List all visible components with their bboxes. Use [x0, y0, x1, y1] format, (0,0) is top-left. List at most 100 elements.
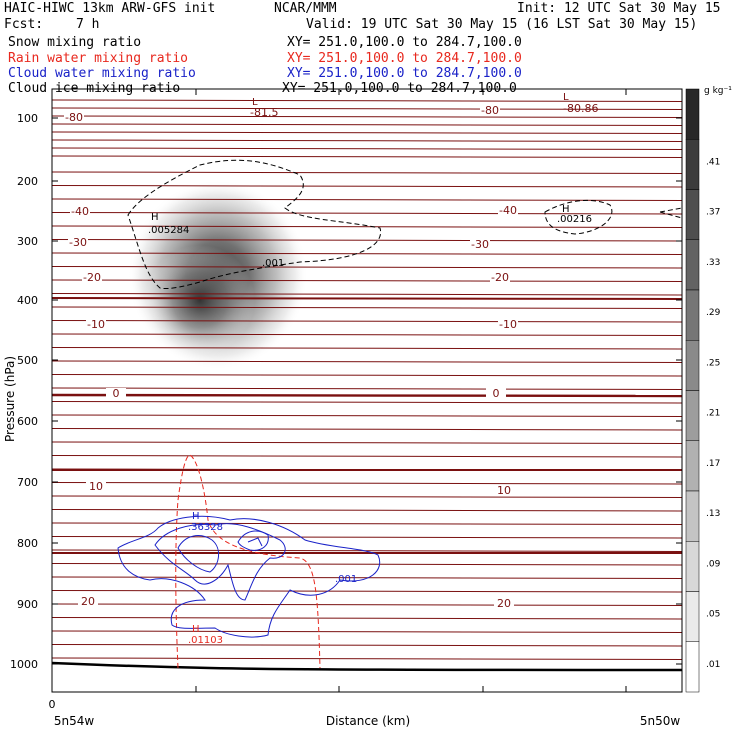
temp-contour-line — [52, 107, 682, 110]
colorbar-label: .01 — [706, 660, 720, 670]
temp-contour-line — [52, 99, 682, 102]
temp-contour-line — [52, 306, 682, 309]
temp-contour-label: 20 — [497, 597, 511, 610]
temp-contour-line — [52, 212, 682, 215]
colorbar-swatch — [685, 189, 700, 240]
forecast-hours: 7 h — [76, 17, 100, 32]
y-tick-label: 200 — [17, 175, 38, 188]
y-axis-title: Pressure (hPa) — [3, 356, 17, 442]
y-tick-label: 400 — [17, 294, 38, 307]
temp-low-value-right: -80.86 — [563, 102, 598, 115]
plot-frame — [51, 88, 683, 693]
colorbar-label: .05 — [706, 610, 720, 620]
ice-high-value: .005284 — [148, 225, 189, 236]
colorbar-swatch — [685, 340, 700, 391]
temp-contour-line — [52, 293, 682, 296]
colorbar-swatch — [685, 541, 700, 592]
temp-label-bg — [470, 239, 490, 250]
colorbar-swatch — [685, 390, 700, 441]
temp-contour-line — [52, 441, 682, 444]
cloud-water-contour-inner — [177, 535, 219, 573]
temp-contour-line — [52, 333, 682, 336]
legend-rain-name: Rain water mixing ratio — [8, 51, 189, 66]
temp-contour-line — [52, 617, 682, 620]
temp-contour-label: -80 — [481, 104, 499, 117]
temp-contour-line — [52, 590, 682, 593]
legend-snow-name: Snow mixing ratio — [8, 35, 142, 50]
temp-contour-label: 10 — [497, 484, 511, 497]
colorbar-label: .13 — [706, 509, 720, 519]
colorbar: .41 .37 .33 .29 .25 .21 .17 .13 .09 .05 .01 — [685, 88, 721, 693]
temp-label-bg — [70, 206, 90, 217]
colorbar-label: .41 — [706, 157, 720, 167]
colorbar-swatch — [685, 88, 700, 140]
colorbar-swatch — [685, 641, 700, 693]
temp-contour-label: -20 — [83, 271, 101, 284]
temp-contour-line — [52, 522, 682, 525]
temp-contour-line — [52, 401, 682, 404]
snow-shading — [128, 180, 308, 370]
cloud-water-contour-cell — [237, 530, 269, 551]
y-tick-label: 300 — [17, 235, 38, 248]
cloud-ice-contour-edge — [659, 207, 683, 219]
temp-contour-line — [52, 266, 682, 269]
temp-contour-line — [52, 147, 682, 150]
temp-contour-line — [52, 657, 682, 660]
cloud-water-contour-mid — [154, 523, 286, 601]
temp-label-bg — [480, 105, 500, 116]
temp-contour-label: 0 — [113, 387, 120, 400]
y-tick-label: 100 — [17, 112, 38, 125]
temp-contour-line — [52, 347, 682, 350]
ice-high-marker-right: H — [562, 204, 570, 215]
ice-high-value-right: .00216 — [557, 214, 592, 225]
colorbar-swatch — [685, 440, 700, 492]
temp-contour-line — [52, 414, 682, 417]
temp-contour-line — [52, 495, 682, 498]
y-tick-label: 500 — [17, 354, 38, 367]
colorbar-swatch — [685, 490, 700, 542]
temp-contour-line — [52, 279, 682, 282]
colorbar-swatch — [685, 139, 700, 190]
ice-high-marker: H — [151, 212, 159, 223]
temp-contour-line — [52, 115, 682, 118]
x-right-location: 5n50w — [640, 714, 681, 728]
ice-contour-label: .001 — [262, 258, 284, 269]
colorbar-label: .29 — [706, 308, 721, 318]
temp-contour-line — [52, 563, 682, 566]
temp-contour-line — [52, 239, 682, 242]
temp-contour-line — [52, 455, 682, 458]
legend-snow-xy: XY= 251.0,100.0 to 284.7,100.0 — [287, 35, 522, 50]
temp-label-bg — [68, 237, 88, 248]
cloud-water-contour-label: .001 — [335, 574, 357, 585]
temp-contour-label: 20 — [81, 595, 95, 608]
cloud-water-contours — [117, 515, 381, 638]
temp-label-bg — [86, 319, 106, 330]
temp-label-bg — [86, 481, 106, 492]
temp-low-marker-right: L — [563, 92, 569, 103]
temp-contour-line — [52, 644, 682, 647]
temp-contour-line — [52, 252, 682, 255]
terrain-line — [51, 661, 683, 672]
colorbar-label: .21 — [706, 409, 720, 419]
y-tick-label: 800 — [17, 537, 38, 550]
temp-low-value: -81.5 — [250, 106, 278, 119]
temp-contour-label: -10 — [87, 318, 105, 331]
temperature-contours — [52, 99, 682, 660]
rain-high-marker: H — [192, 624, 200, 635]
temp-label-bg — [490, 272, 510, 283]
x-origin-label: 0 — [49, 698, 56, 711]
temp-contour-line — [52, 428, 682, 431]
temp-contour-line — [52, 123, 682, 126]
temp-label-bg — [78, 596, 98, 607]
cloud-ice-contours — [127, 159, 683, 289]
temp-contour-line — [52, 225, 682, 228]
temp-contour-line — [52, 171, 682, 174]
temp-contour-line — [52, 198, 682, 201]
temp-contour-line — [52, 139, 682, 142]
snow-mass-core — [145, 245, 255, 355]
colorbar-swatch — [685, 239, 700, 291]
cloud-water-high-value: .36328 — [188, 522, 223, 533]
legend-cloud-water-xy: XY= 251.0,100.0 to 284.7,100.0 — [287, 66, 522, 81]
temp-contour-label: -40 — [71, 205, 89, 218]
